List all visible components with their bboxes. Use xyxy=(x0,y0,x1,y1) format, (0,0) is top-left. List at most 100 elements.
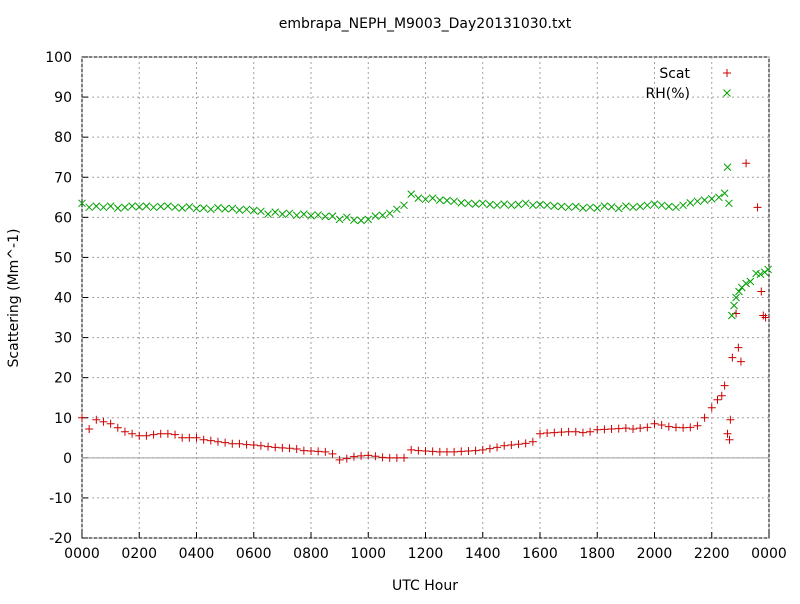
point xyxy=(650,200,659,208)
point xyxy=(636,202,645,211)
point xyxy=(178,433,187,442)
point xyxy=(493,443,502,452)
point xyxy=(242,440,251,449)
point xyxy=(199,204,208,212)
point xyxy=(753,203,762,212)
point xyxy=(725,435,734,444)
point xyxy=(149,430,158,439)
point xyxy=(736,357,745,366)
point xyxy=(607,424,616,433)
point xyxy=(364,451,373,460)
point xyxy=(672,203,680,212)
point xyxy=(278,443,287,452)
point xyxy=(742,279,750,288)
point xyxy=(500,200,509,208)
point xyxy=(728,353,737,362)
point xyxy=(464,447,473,456)
point xyxy=(735,287,743,296)
point xyxy=(629,424,638,433)
point xyxy=(350,216,358,224)
point xyxy=(92,415,101,424)
y-tick-label: 100 xyxy=(45,50,72,66)
y-tick-label: 70 xyxy=(54,170,72,186)
point xyxy=(557,428,566,437)
y-tick-label: 30 xyxy=(54,331,72,347)
point xyxy=(457,199,466,207)
point xyxy=(727,311,736,320)
point xyxy=(307,447,315,456)
point xyxy=(99,203,108,212)
point xyxy=(256,441,265,450)
legend-marker xyxy=(723,69,731,77)
point xyxy=(486,200,494,209)
point xyxy=(720,189,729,198)
point xyxy=(400,453,409,462)
point xyxy=(579,204,587,212)
point xyxy=(607,203,616,211)
point xyxy=(550,202,559,210)
y-tick-label: 50 xyxy=(54,250,72,266)
x-tick-label: 1800 xyxy=(579,546,615,562)
point xyxy=(292,445,301,454)
point xyxy=(128,429,137,438)
point xyxy=(614,424,623,433)
x-tick-label: 1400 xyxy=(465,546,501,562)
point xyxy=(206,436,215,445)
point xyxy=(671,423,680,432)
point xyxy=(707,403,716,412)
point xyxy=(586,203,594,212)
point xyxy=(364,215,373,224)
point xyxy=(643,423,652,432)
point xyxy=(142,202,151,210)
point xyxy=(113,423,122,432)
point xyxy=(657,420,666,429)
point xyxy=(214,203,222,212)
y-tick-label: -10 xyxy=(49,491,72,507)
point xyxy=(756,270,765,279)
point xyxy=(156,429,165,438)
point xyxy=(543,428,552,437)
point xyxy=(564,427,573,436)
point xyxy=(199,435,208,444)
point xyxy=(700,196,709,204)
point xyxy=(442,447,451,456)
point xyxy=(732,293,740,302)
point xyxy=(700,413,709,422)
point xyxy=(693,421,702,430)
point xyxy=(407,190,416,198)
point xyxy=(464,199,473,208)
x-tick-label: 0800 xyxy=(293,546,329,562)
point xyxy=(528,437,537,446)
point xyxy=(257,207,265,216)
point xyxy=(242,205,251,214)
y-tick-label: 40 xyxy=(54,291,72,307)
point xyxy=(707,195,716,203)
point xyxy=(178,204,187,212)
point xyxy=(550,428,559,437)
point xyxy=(536,200,544,209)
point xyxy=(600,425,609,434)
y-tick-label: -20 xyxy=(49,531,72,547)
point xyxy=(271,208,280,216)
point xyxy=(342,213,351,222)
point xyxy=(543,201,552,210)
point xyxy=(621,424,630,433)
point xyxy=(164,202,172,210)
point xyxy=(213,437,222,446)
point xyxy=(593,204,602,212)
point xyxy=(156,202,165,211)
point xyxy=(85,203,94,212)
point xyxy=(264,442,273,451)
point xyxy=(471,200,480,208)
point xyxy=(478,199,487,208)
x-axis-label: UTC Hour xyxy=(392,578,458,594)
x-tick-label: 0400 xyxy=(179,546,215,562)
point xyxy=(414,194,423,202)
point xyxy=(385,453,394,462)
point xyxy=(328,212,337,220)
point xyxy=(536,429,544,438)
point xyxy=(235,439,244,448)
point xyxy=(163,429,172,438)
point xyxy=(485,444,494,453)
point xyxy=(686,199,695,207)
